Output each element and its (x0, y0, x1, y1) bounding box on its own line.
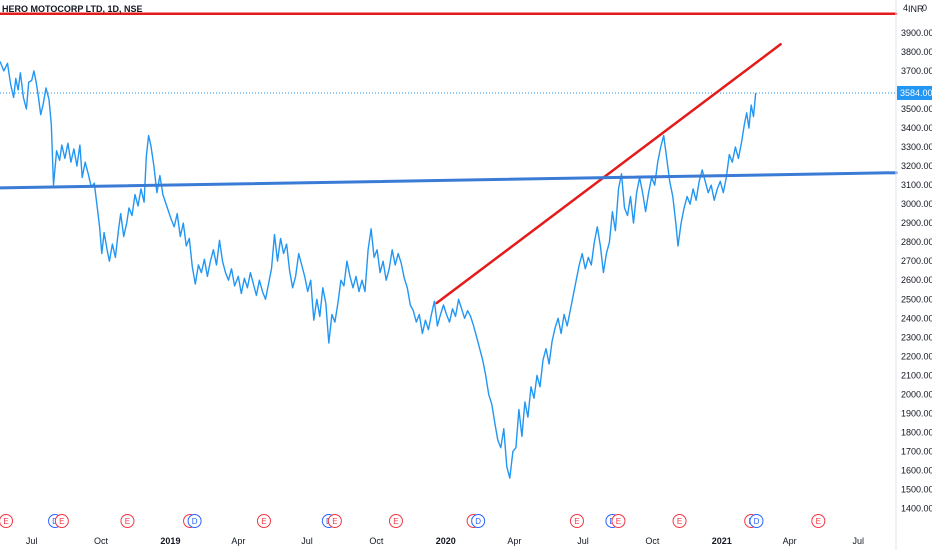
earnings-circle (256, 514, 271, 528)
x-tick-label: 2020 (436, 536, 456, 546)
y-tick-label: 1700.00 (901, 446, 932, 456)
y-tick-label: 2400.00 (901, 313, 932, 323)
y-tick-label: 3500.00 (901, 104, 932, 114)
event-letter: E (59, 517, 64, 526)
y-tick-label: 3700.00 (901, 66, 932, 76)
y-tick-label: 2000.00 (901, 389, 932, 399)
x-tick-label: Apr (783, 536, 797, 546)
y-axis-top-label-suffix: 0 (922, 3, 927, 13)
event-letter: E (816, 517, 821, 526)
y-tick-label: 3400.00 (901, 123, 932, 133)
y-tick-label: 1900.00 (901, 408, 932, 418)
y-tick-label: 2900.00 (901, 218, 932, 228)
dividend-marker[interactable]: D (471, 514, 486, 528)
earnings-circle (569, 514, 584, 528)
plot-area[interactable] (0, 61, 896, 479)
dividend-marker[interactable]: D (749, 514, 764, 528)
x-tick-label: Apr (231, 536, 245, 546)
y-tick-label: 3200.00 (901, 161, 932, 171)
event-letter: E (125, 517, 130, 526)
trendline-blue-horizontal[interactable] (0, 171, 898, 190)
earnings-circle (811, 514, 826, 528)
event-letter: E (677, 517, 682, 526)
earnings-marker[interactable]: E (569, 514, 584, 528)
event-letter: E (393, 517, 398, 526)
earnings-marker[interactable]: E (327, 514, 342, 528)
price-series-line[interactable] (0, 61, 757, 479)
earnings-circle (672, 514, 687, 528)
earnings-circle (0, 514, 14, 528)
x-tick-label: Oct (94, 536, 109, 546)
earnings-marker[interactable]: E (388, 514, 403, 528)
event-letter: E (332, 517, 337, 526)
y-axis: 1400.00 1500.00 1600.00 1700.00 1800.00 1900.… (895, 0, 932, 550)
x-tick-label: Jul (26, 536, 38, 546)
y-tick-label: 3100.00 (901, 180, 932, 190)
last-price-label: 3584.00 (897, 85, 932, 100)
x-tick-label: Jul (301, 536, 313, 546)
y-tick-label: 2300.00 (901, 332, 932, 342)
event-letter: E (261, 517, 266, 526)
event-letter: E (616, 517, 621, 526)
last-price-value: 3584.00 (900, 88, 932, 98)
x-tick-label: Jul (853, 536, 865, 546)
y-tick-label: 1400.00 (901, 504, 932, 514)
earnings-marker[interactable]: E (256, 514, 271, 528)
y-tick-label: 3000.00 (901, 199, 932, 209)
earnings-marker[interactable]: E (672, 514, 687, 528)
last-price-label-bg (897, 85, 932, 100)
y-tick-label: 2200.00 (901, 351, 932, 361)
earnings-marker[interactable]: E (120, 514, 135, 528)
earnings-circle (54, 514, 69, 528)
y-tick-label: 2800.00 (901, 237, 932, 247)
y-tick-label: 3900.00 (901, 28, 932, 38)
earnings-circle (388, 514, 403, 528)
x-tick-label: Apr (507, 536, 521, 546)
dividend-circle (187, 514, 202, 528)
earnings-marker[interactable]: E (811, 514, 826, 528)
x-tick-label: Oct (645, 536, 660, 546)
x-tick-label: 2019 (160, 536, 180, 546)
earnings-circle (611, 514, 626, 528)
trendline-ascending-red[interactable] (435, 43, 782, 305)
trendlines[interactable] (0, 12, 898, 305)
y-tick-label: 3300.00 (901, 142, 932, 152)
event-letter: E (3, 517, 8, 526)
y-tick-label: 1600.00 (901, 466, 932, 476)
event-letter: E (574, 517, 579, 526)
dividend-marker[interactable]: D (187, 514, 202, 528)
x-tick-label: 2021 (712, 536, 732, 546)
x-axis: Jul Oct 2019 Apr Jul Oct 2020 Apr Jul Oct 2021 Apr J… (26, 536, 864, 546)
y-tick-label: 2500.00 (901, 294, 932, 304)
y-tick-label: 3800.00 (901, 47, 932, 57)
earnings-circle (120, 514, 135, 528)
y-tick-label: 2600.00 (901, 275, 932, 285)
event-letter: D (192, 517, 198, 526)
y-tick-label: 1500.00 (901, 485, 932, 495)
dividend-circle (471, 514, 486, 528)
chart-title: HERO MOTOCORP LTD, 1D, NSE (2, 4, 143, 14)
earnings-marker[interactable]: E (54, 514, 69, 528)
x-tick-label: Jul (577, 536, 589, 546)
y-tick-label: 1800.00 (901, 427, 932, 437)
x-tick-label: Oct (369, 536, 384, 546)
y-axis-top-label: 4 (903, 3, 908, 13)
dividend-circle (749, 514, 764, 528)
y-tick-label: 2700.00 (901, 256, 932, 266)
earnings-circle (327, 514, 342, 528)
earnings-marker[interactable]: E (0, 514, 14, 528)
event-markers[interactable]: EDEEEDEDEEEDEDEEEDE (0, 514, 826, 528)
event-letter: D (475, 517, 481, 526)
currency-label: INR (908, 4, 924, 14)
event-letter: D (754, 517, 760, 526)
earnings-marker[interactable]: E (611, 514, 626, 528)
y-tick-label: 2100.00 (901, 370, 932, 380)
